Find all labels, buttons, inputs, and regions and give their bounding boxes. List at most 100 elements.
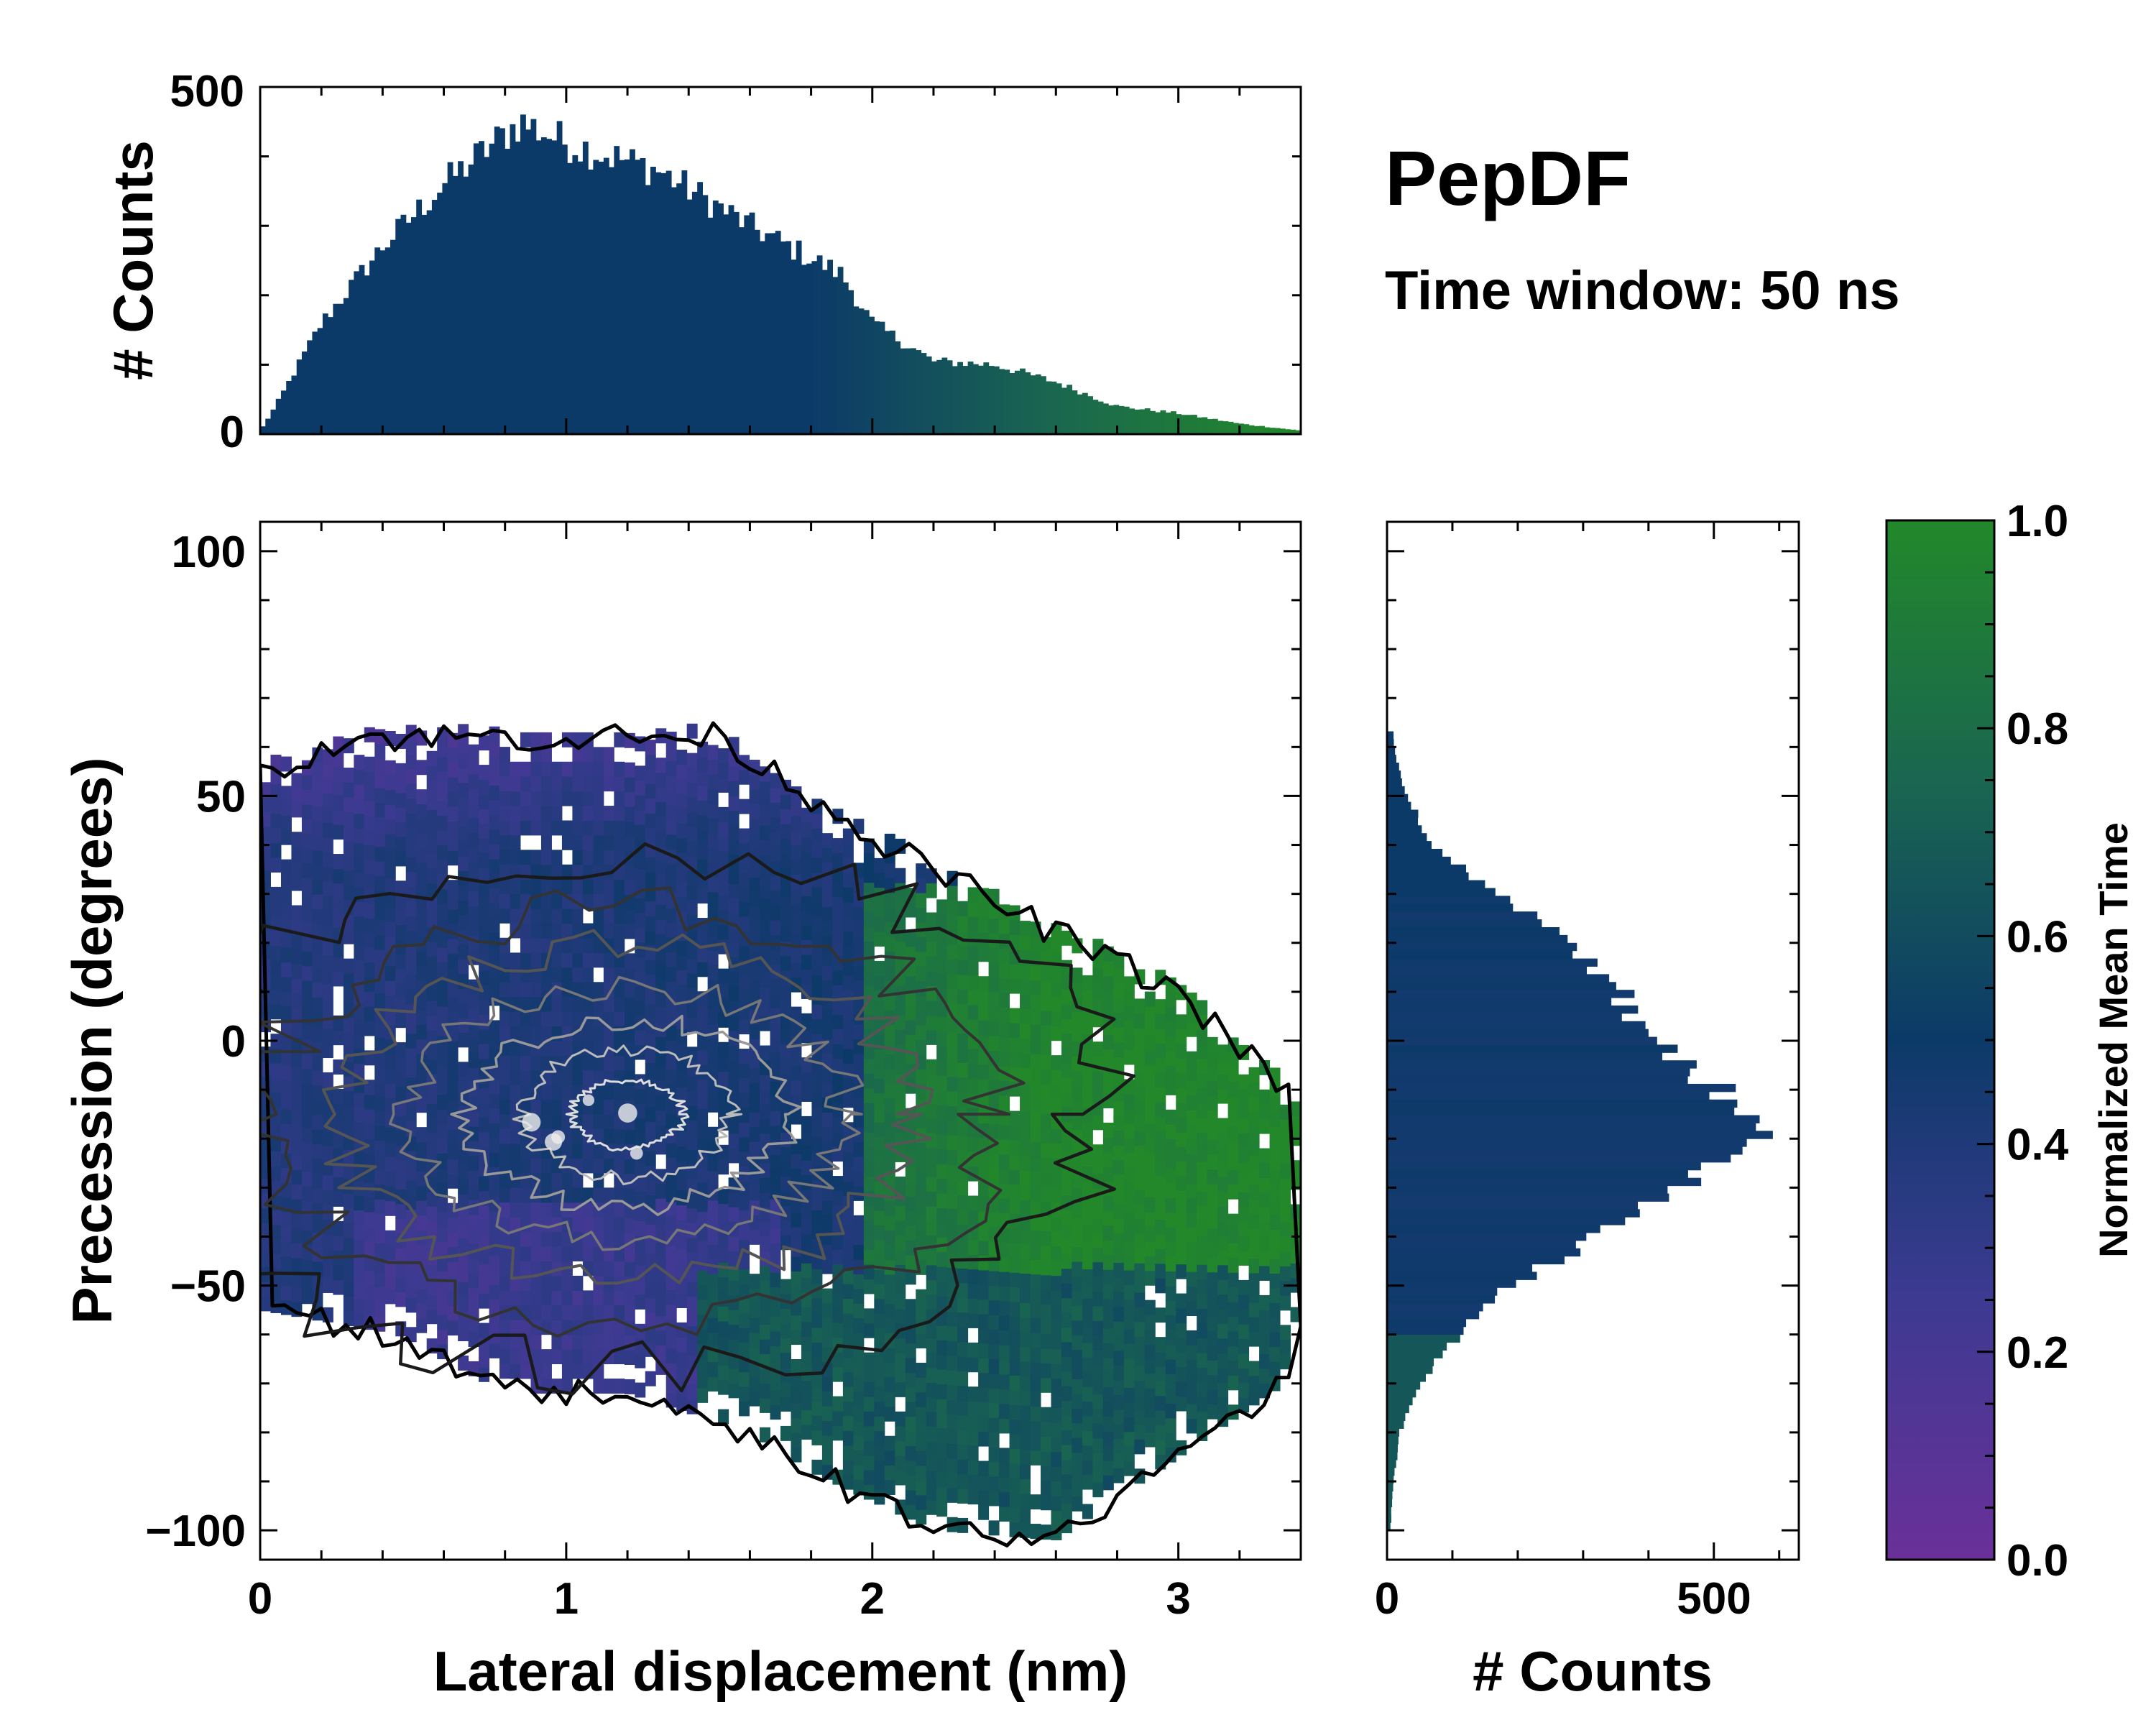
heatmap-cell (1092, 1350, 1104, 1366)
heatmap-cell (1186, 1286, 1197, 1302)
heatmap-cell (967, 1445, 979, 1460)
heatmap-cell (780, 1308, 791, 1324)
heatmap-cell (946, 1443, 958, 1459)
heatmap-cell (551, 1114, 563, 1130)
heatmap-cell (884, 1318, 895, 1334)
heatmap-cell (1217, 1044, 1229, 1060)
heatmap-cell (832, 985, 844, 1000)
heatmap-cell (686, 1003, 698, 1018)
heatmap-cell (1051, 1143, 1062, 1159)
heatmap-cell (842, 1298, 854, 1314)
heatmap-cell (676, 1205, 688, 1220)
heatmap-cell (832, 911, 844, 927)
heatmap-cell (333, 1279, 344, 1295)
heatmap-cell (354, 872, 365, 888)
heatmap-cell (582, 879, 594, 895)
heatmap-cell (561, 1378, 573, 1394)
heatmap-cell (603, 1231, 614, 1247)
heatmap-cell (458, 1032, 469, 1048)
heatmap-cell (728, 1383, 740, 1399)
heatmap-cell (978, 903, 990, 918)
heatmap-cell (322, 1175, 333, 1190)
heatmap-cell (1123, 1138, 1135, 1154)
heatmap-cell (499, 1231, 511, 1247)
heatmap-cell (863, 1117, 875, 1133)
heatmap-cell (1155, 1029, 1166, 1044)
heatmap-cell (645, 930, 656, 946)
heatmap-cell (479, 868, 490, 883)
heatmap-cell (635, 1206, 646, 1222)
heatmap-cell (468, 773, 479, 789)
heatmap-cell (707, 1097, 719, 1113)
heatmap-cell (1134, 1013, 1146, 1029)
heatmap-cell (686, 1282, 698, 1297)
heatmap-cell (530, 1261, 542, 1276)
right-histogram-bar (1387, 1271, 1537, 1280)
top-histogram-bar (728, 205, 734, 434)
heatmap-cell (884, 892, 895, 908)
heatmap-cell (1176, 1234, 1187, 1250)
heatmap-cell (707, 1244, 719, 1260)
heatmap-cell (593, 1128, 604, 1144)
heatmap-cell (1155, 1410, 1166, 1426)
heatmap-cell (1041, 1466, 1051, 1481)
heatmap-cell (1227, 1110, 1239, 1126)
heatmap-cell (999, 1051, 1010, 1067)
heatmap-cell (999, 1506, 1010, 1522)
heatmap-cell (468, 847, 479, 862)
heatmap-cell (874, 1475, 885, 1491)
heatmap-cell (1280, 1281, 1291, 1296)
right-histogram-bar (1387, 801, 1411, 811)
top-histogram-bar (832, 277, 839, 434)
heatmap-cell (884, 907, 895, 923)
heatmap-cell (458, 900, 469, 916)
heatmap-cell (343, 1311, 354, 1326)
heatmap-cell (1217, 1294, 1229, 1310)
heatmap-cell (603, 834, 614, 850)
top-histogram-bar (718, 203, 724, 434)
heatmap-cell (416, 1215, 428, 1230)
heatmap-cell (561, 908, 573, 924)
heatmap-cell (1207, 1081, 1218, 1097)
heatmap-cell (593, 1290, 604, 1306)
heatmap-cell (811, 960, 823, 976)
heatmap-cell (603, 1085, 614, 1100)
heatmap-cell (624, 1070, 635, 1086)
top-histogram-bar (410, 217, 417, 434)
heatmap-cell (946, 1429, 958, 1445)
heatmap-cell (1102, 1313, 1114, 1329)
heatmap-cell (1061, 1238, 1072, 1254)
heatmap-cell (780, 1279, 791, 1294)
heatmap-cell (842, 887, 854, 903)
heatmap-cell (1186, 1330, 1197, 1346)
heatmap-cell (842, 1474, 854, 1490)
heatmap-cell (811, 1386, 823, 1402)
heatmap-cell (957, 1327, 969, 1343)
heatmap-cell (988, 1417, 1000, 1433)
heatmap-cell (479, 765, 490, 781)
top-histogram-bar (941, 357, 948, 434)
right-histogram-bar (1387, 1005, 1639, 1014)
heatmap-cell (582, 820, 594, 836)
heatmap-cell (728, 1280, 740, 1296)
heatmap-cell (499, 1128, 511, 1144)
colorbar: 0.00.20.40.60.81.0 Normalized Mean Time (1885, 497, 2136, 1586)
heatmap-cell (603, 1217, 614, 1233)
top-histogram-bar (770, 233, 776, 434)
heatmap-cell (884, 1024, 895, 1040)
heatmap-cell (405, 783, 417, 799)
heatmap-cell (1102, 1225, 1114, 1241)
heatmap-cell (635, 1118, 646, 1133)
right-histogram-bar (1387, 1318, 1467, 1328)
heatmap-cell (978, 1108, 990, 1124)
heatmap-cell (874, 902, 885, 918)
top-histogram-bar (837, 267, 844, 434)
right-histogram-bar (1387, 1146, 1743, 1155)
heatmap-cell (479, 809, 490, 824)
heatmap-cell (1144, 1402, 1156, 1418)
heatmap-cell (1217, 1147, 1229, 1163)
heatmap-cell (551, 923, 563, 939)
heatmap-cell (1009, 1478, 1021, 1494)
heatmap-cell (364, 1300, 375, 1315)
heatmap-cell (1248, 1184, 1260, 1200)
